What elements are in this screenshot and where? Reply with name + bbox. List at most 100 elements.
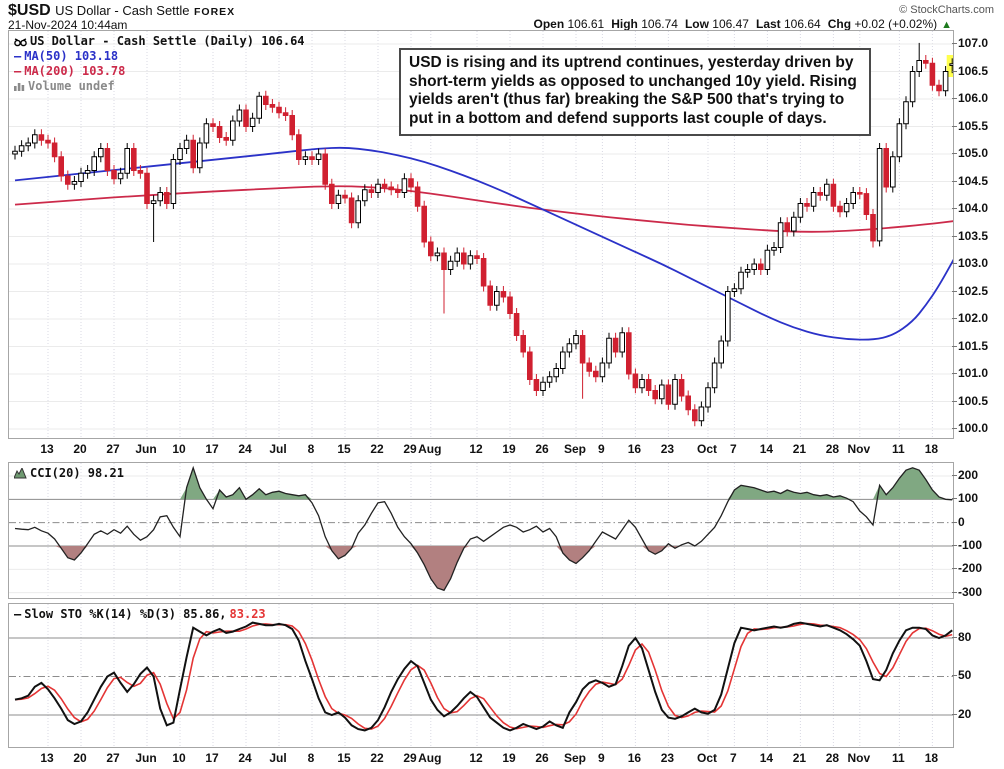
x-tick-label: 7 <box>730 751 737 765</box>
eye-icon <box>14 37 27 46</box>
legend-title-row: US Dollar - Cash Settle (Daily) 106.64 <box>14 34 305 49</box>
change-up-icon: ▲ <box>941 19 952 31</box>
x-tick-label: 23 <box>660 442 675 456</box>
y-tick-label: 200 <box>958 468 979 482</box>
x-tick-label: 29 <box>403 442 417 456</box>
x-tick-label: Nov <box>847 751 871 765</box>
x-tick-label: 14 <box>759 442 774 456</box>
x-tick-label: 11 <box>892 442 905 456</box>
x-tick-label: 21 <box>792 751 807 765</box>
x-tick-label: 9 <box>598 751 605 765</box>
x-tick-label: 26 <box>535 751 549 765</box>
y-tick-mark <box>952 591 957 593</box>
y-tick-mark <box>952 263 957 264</box>
date-axis-bottom: 13 20 27 Jun 10 17 24 Jul 8 15 22 29 Aug 12 19 26 Sep 9 16… <box>8 749 952 767</box>
x-tick-label: 28 <box>825 751 840 765</box>
y-tick-label: 80 <box>958 630 972 644</box>
sto-legend-k: Slow STO %K(14) %D(3) 85.86, <box>24 607 227 621</box>
y-tick-label: 103.5 <box>958 228 989 243</box>
price-legend: US Dollar - Cash Settle (Daily) 106.64 —… <box>14 34 305 94</box>
y-tick-label: 20 <box>958 706 972 721</box>
annotation-box: USD is rising and its uptrend continues,… <box>399 48 871 137</box>
x-tick-label: 19 <box>502 751 516 765</box>
ma50-line <box>14 146 953 341</box>
x-tick-label: 15 <box>337 751 351 765</box>
y-tick-mark <box>952 290 957 292</box>
y-tick-label: -200 <box>958 561 983 576</box>
y-tick-label: 104.0 <box>958 201 989 215</box>
x-tick-label: 8 <box>307 751 315 765</box>
quote-label: Last <box>755 17 781 31</box>
cci-legend: CCI(20) 98.21 <box>30 466 124 480</box>
x-tick-label: 14 <box>759 751 774 765</box>
y-tick-label: 100.0 <box>958 421 989 435</box>
quote-value: +0.02 (+0.02%) <box>851 17 938 31</box>
sto-chart-canvas <box>9 604 953 747</box>
x-tick-label: 9 <box>598 442 605 456</box>
area-chart-icon <box>14 468 27 479</box>
sto-k-swatch-icon: — <box>14 607 22 621</box>
quote-value: 106.47 <box>708 17 749 31</box>
y-tick-label: 101.5 <box>958 338 989 353</box>
y-tick-mark <box>952 235 957 237</box>
x-tick-label: Sep <box>563 442 587 456</box>
y-tick-mark <box>952 428 957 429</box>
y-tick-label: 107.0 <box>958 36 989 50</box>
y-tick-mark <box>952 345 957 347</box>
x-tick-label: 18 <box>924 442 939 456</box>
x-tick-label: 20 <box>73 442 87 456</box>
y-tick-label: 0 <box>958 514 965 529</box>
x-tick-label: 24 <box>238 442 252 456</box>
x-tick-label: Nov <box>847 442 871 456</box>
x-tick-label: 13 <box>40 442 54 456</box>
x-tick-label: Oct <box>696 751 718 765</box>
x-tick-label: 7 <box>730 442 737 456</box>
ma200-swatch-icon: — <box>14 64 22 78</box>
x-tick-label: 26 <box>535 442 549 456</box>
legend-title: US Dollar - Cash Settle (Daily) 106.64 <box>30 34 305 48</box>
quote-label: Chg <box>827 17 852 31</box>
y-tick-label: 105.5 <box>958 118 989 133</box>
y-tick-mark <box>952 544 957 546</box>
x-tick-label: Jun <box>135 751 157 765</box>
quote-value: 106.64 <box>780 17 821 31</box>
x-tick-label: Aug <box>418 751 442 765</box>
quote-value: 106.74 <box>637 17 678 31</box>
sto-panel: — Slow STO %K(14) %D(3) 85.86, 83.23 <box>8 603 954 748</box>
legend-ma50-row: — MA(50) 103.18 <box>14 49 305 64</box>
x-tick-label: 16 <box>627 751 642 765</box>
x-tick-label: 12 <box>469 751 483 765</box>
copyright: © StockCharts.com <box>899 4 994 16</box>
x-tick-label: 27 <box>106 751 120 765</box>
y-tick-label: 101.0 <box>958 366 989 380</box>
sto-legend-d: 83.23 <box>229 607 266 621</box>
y-tick-label: 100.5 <box>958 393 989 408</box>
y-tick-mark <box>952 125 957 127</box>
y-tick-mark <box>952 568 957 570</box>
x-tick-label: Sep <box>563 751 587 765</box>
x-tick-label: 17 <box>205 442 219 456</box>
y-tick-mark <box>952 498 957 500</box>
cci-panel: CCI(20) 98.21 <box>8 462 954 599</box>
y-tick-label: 102.0 <box>958 311 989 325</box>
y-tick-label: -300 <box>958 584 983 599</box>
x-tick-label: 23 <box>660 751 675 765</box>
sto-legend-row: — Slow STO %K(14) %D(3) 85.86, 83.23 <box>14 607 266 622</box>
y-tick-label: 106.0 <box>958 91 989 105</box>
x-tick-label: 10 <box>172 442 186 456</box>
y-tick-label: 106.5 <box>958 63 989 78</box>
x-tick-label: Jul <box>269 751 287 765</box>
cci-legend-row: CCI(20) 98.21 <box>14 466 124 481</box>
y-tick-mark <box>952 637 957 638</box>
y-tick-mark <box>952 373 957 374</box>
y-tick-label: 105.0 <box>958 146 989 160</box>
x-tick-label: 12 <box>469 442 483 456</box>
y-tick-mark <box>952 153 957 154</box>
legend-ma50: MA(50) 103.18 <box>24 49 119 63</box>
cci-chart-canvas <box>9 463 953 598</box>
chart-datetime: 21-Nov-2024 10:44am <box>8 18 128 32</box>
x-tick-label: Oct <box>696 442 718 456</box>
y-tick-label: 50 <box>958 668 972 683</box>
x-tick-label: 11 <box>892 751 905 765</box>
x-tick-label: 15 <box>337 442 351 456</box>
